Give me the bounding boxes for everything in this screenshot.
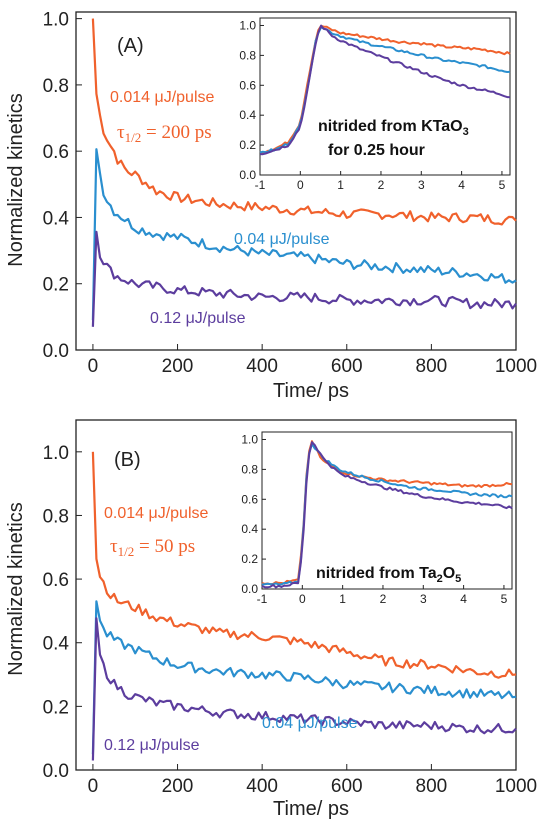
panel-b-label-0.04: 0.04 μJ/pulse — [262, 715, 358, 732]
panel-b-xtick-label-6: 5 — [501, 592, 508, 606]
panel-b-inset: 0.0 0.2 0.4 0.6 0.8 1.0 -1 0 1 2 3 4 5 — [241, 431, 513, 606]
panel-a-xtick-label-1: 200 — [162, 356, 194, 377]
panel-b-series-line-2 — [91, 617, 517, 761]
panel-a-ytick-label-2: 0.4 — [239, 108, 256, 122]
panel-a-xtick-label-5: 1000 — [495, 356, 537, 377]
panel-a-ytick-label-4: 0.8 — [43, 76, 69, 97]
panel-a: Normalized kinetics Time/ ps 0.00.20.40.… — [5, 10, 537, 402]
panel-a-inset-series-line-2 — [259, 24, 511, 156]
panel-b-xtick-label-2: 400 — [246, 776, 278, 797]
panel-b-ytick-label-4: 0.8 — [43, 506, 69, 527]
panel-b-inset-annotation: nitrided from Ta2O5 — [316, 565, 461, 585]
panel-a-xtick-label-4: 800 — [416, 356, 448, 377]
panel-b-ytick-label-2: 0.4 — [43, 634, 70, 655]
panel-b-tau-label: τ1/2 = 50 ps — [110, 536, 195, 559]
panel-a-ytick-label-1: 0.2 — [43, 275, 69, 296]
panel-b-series-line-1 — [91, 600, 517, 755]
panel-a-ytick-label-5: 1.0 — [43, 10, 69, 31]
panel-b-plot: 0.0 0.2 0.4 0.6 0.8 1.0 0 200 400 600 800 1000 — [43, 419, 537, 797]
panel-a-plot: 0.0 0.2 0.4 0.6 0.8 1.0 0 200 400 600 800 1000 — [43, 10, 538, 377]
panel-a-inset: 0.0 0.2 0.4 0.6 0.8 1.0 -1 0 1 2 3 4 5 — [239, 17, 511, 192]
panel-a-ytick-label-3: 0.6 — [239, 78, 256, 92]
panel-b-plot-frame — [75, 419, 517, 771]
panel-a-label: (A) — [117, 35, 144, 57]
panel-a-xtick-label-0: 0 — [88, 356, 99, 377]
panel-b-inset-frame — [261, 431, 513, 590]
panel-b-ytick-label-0: 0.0 — [241, 582, 258, 596]
panel-b: Normalized kinetics Time/ ps 0.00.20.40.… — [5, 419, 537, 820]
panel-b-xtick-label-4: 3 — [420, 592, 427, 606]
panel-a-ytick-label-1: 0.2 — [239, 138, 256, 152]
panel-b-inset-series-line-2 — [261, 441, 513, 589]
panel-a-xtick-label-4: 3 — [418, 178, 425, 192]
panel-b-ytick-label-5: 1.0 — [43, 443, 69, 464]
panel-b-ylabel: Normalized kinetics — [5, 502, 27, 675]
panel-a-ytick-label-0: 0.0 — [43, 341, 69, 362]
panel-a-inset-bg — [260, 18, 510, 175]
panel-b-ytick-label-5: 1.0 — [241, 432, 258, 446]
panel-b-xtick-label-0: -1 — [257, 592, 268, 606]
panel-b-ytick-label-0: 0.0 — [43, 761, 69, 782]
panel-b-xtick-label-5: 1000 — [495, 776, 537, 797]
panel-b-xtick-label-5: 4 — [460, 592, 467, 606]
panel-b-label-0.12: 0.12 μJ/pulse — [104, 737, 200, 754]
panel-b-xlabel: Time/ ps — [273, 798, 349, 820]
panel-a-xtick-label-0: -1 — [255, 178, 266, 192]
panel-b-xtick-label-3: 600 — [331, 776, 363, 797]
panel-a-inset-annotation-line1: nitrided from KTaO3 — [318, 118, 469, 138]
panel-a-xtick-label-3: 2 — [378, 178, 385, 192]
panel-b-xtick-label-4: 800 — [416, 776, 448, 797]
panel-a-xtick-label-3: 600 — [331, 356, 363, 377]
panel-a-xtick-label-2: 1 — [337, 178, 344, 192]
panel-a-ytick-label-4: 0.8 — [239, 48, 256, 62]
panel-b-ytick-label-3: 0.6 — [43, 570, 69, 591]
panel-b-xtick-label-1: 0 — [299, 592, 306, 606]
panel-b-ytick-label-4: 0.8 — [241, 462, 258, 476]
panel-a-ytick-label-2: 0.4 — [43, 208, 70, 229]
panel-a-series-line-1 — [91, 148, 517, 321]
panel-a-ytick-label-5: 1.0 — [239, 18, 256, 32]
panel-a-ytick-label-3: 0.6 — [43, 142, 69, 163]
panel-b-label: (B) — [114, 449, 141, 471]
panel-b-xtick-label-0: 0 — [88, 776, 99, 797]
panel-a-xtick-label-6: 5 — [499, 178, 506, 192]
panel-a-ytick-label-0: 0.0 — [239, 168, 256, 182]
panel-b-xtick-label-2: 1 — [339, 592, 346, 606]
panel-b-ytick-label-3: 0.6 — [241, 492, 258, 506]
panel-a-plot-frame — [75, 11, 517, 351]
panel-b-ytick-label-2: 0.4 — [241, 522, 258, 536]
panel-b-xtick-label-3: 2 — [380, 592, 387, 606]
panel-a-tau-label: τ1/2 = 200 ps — [117, 122, 212, 145]
panel-a-label-0.12: 0.12 μJ/pulse — [150, 310, 246, 327]
panel-a-inset-annotation-line2: for 0.25 hour — [328, 142, 425, 159]
panel-a-ylabel: Normalized kinetics — [5, 93, 27, 266]
panel-b-xtick-label-1: 200 — [162, 776, 194, 797]
panel-a-xtick-label-2: 400 — [246, 356, 278, 377]
panel-b-series-line-0 — [91, 451, 517, 679]
panel-a-label-0.014: 0.014 μJ/pulse — [110, 89, 215, 106]
panel-a-series-line-2 — [91, 230, 517, 327]
panel-b-ytick-label-1: 0.2 — [241, 552, 258, 566]
panel-a-xlabel: Time/ ps — [273, 380, 349, 402]
panel-b-ytick-label-1: 0.2 — [43, 697, 69, 718]
panel-a-label-0.04: 0.04 μJ/pulse — [234, 231, 330, 248]
panel-a-series-line-0 — [91, 18, 517, 226]
panel-a-xtick-label-1: 0 — [297, 178, 304, 192]
panel-b-label-0.014: 0.014 μJ/pulse — [104, 505, 209, 522]
panel-a-xtick-label-5: 4 — [458, 178, 465, 192]
